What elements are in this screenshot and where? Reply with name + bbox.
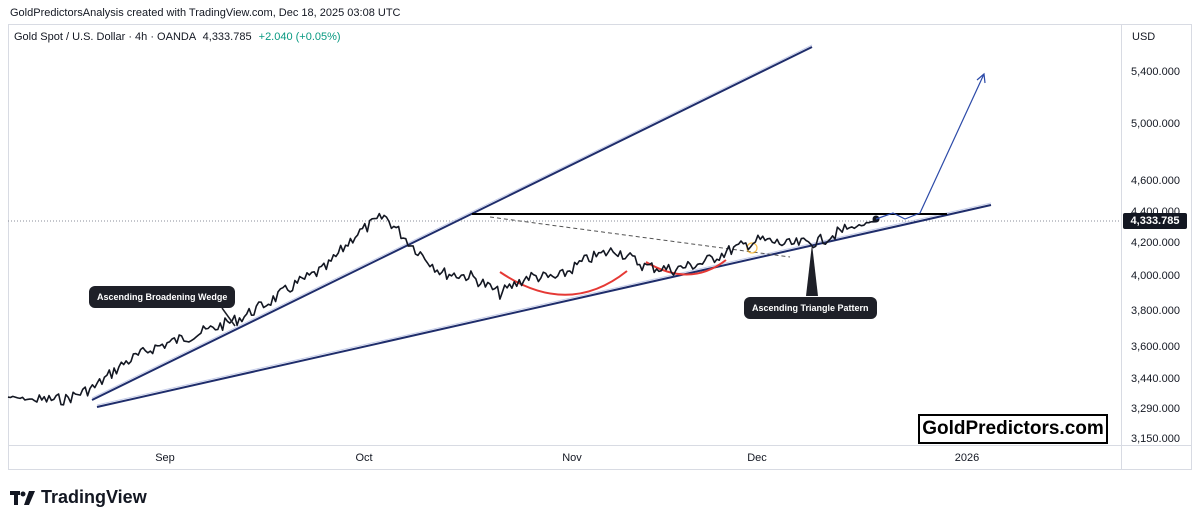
wedge-lower-line	[96, 204, 992, 408]
symbol-info[interactable]: Gold Spot / U.S. Dollar · 4h · OANDA 4,3…	[14, 31, 341, 43]
currency-label[interactable]: USD	[1132, 31, 1156, 43]
price-tick: 4,600.000	[1131, 175, 1180, 187]
chart-frame	[8, 24, 1192, 470]
time-tick: Sep	[155, 452, 175, 464]
triangle-note[interactable]: Ascending Triangle Pattern	[744, 297, 877, 319]
dashed-trendline	[489, 216, 791, 258]
time-tick: 2026	[954, 452, 980, 464]
current-price-tag: 4,333.785	[1123, 213, 1187, 229]
watermark: GoldPredictors.com	[918, 414, 1108, 444]
price-tick: 3,150.000	[1131, 433, 1180, 445]
symbol-change: +2.040 (+0.05%)	[258, 31, 341, 43]
projection-wave	[875, 212, 921, 220]
time-tick: Nov	[562, 452, 582, 464]
price-tick: 3,290.000	[1131, 403, 1180, 415]
price-tick: 5,400.000	[1131, 66, 1180, 78]
time-tick: Dec	[747, 452, 767, 464]
price-tick: 4,000.000	[1131, 270, 1180, 282]
symbol-last-price: 4,333.785	[202, 31, 252, 43]
rounding-bottom-arc-2	[645, 259, 727, 276]
projection-arrow	[919, 73, 985, 214]
projection-arrowhead	[976, 72, 986, 84]
wedge-upper-line	[91, 46, 813, 401]
rounding-bottom-arc	[499, 270, 628, 296]
price-tick: 3,800.000	[1131, 305, 1180, 317]
triangle-note-pointer	[806, 244, 818, 296]
price-series-line	[7, 212, 877, 406]
wedge-note[interactable]: Ascending Broadening Wedge	[89, 286, 236, 308]
price-axis-separator	[1121, 24, 1122, 470]
chart-header: GoldPredictorsAnalysis created with Trad…	[10, 7, 401, 19]
price-tick: 4,200.000	[1131, 237, 1180, 249]
time-tick: Oct	[355, 452, 373, 464]
symbol-name: Gold Spot / U.S. Dollar · 4h · OANDA	[14, 31, 196, 43]
price-tick: 3,600.000	[1131, 341, 1180, 353]
wedge-note-pointer	[221, 307, 236, 327]
tradingview-icon	[10, 490, 35, 505]
price-tick: 3,440.000	[1131, 373, 1180, 385]
time-axis-separator	[8, 445, 1192, 446]
price-tick: 5,000.000	[1131, 118, 1180, 130]
tradingview-logo[interactable]: TradingView	[10, 487, 147, 508]
tradingview-wordmark: TradingView	[41, 487, 147, 507]
